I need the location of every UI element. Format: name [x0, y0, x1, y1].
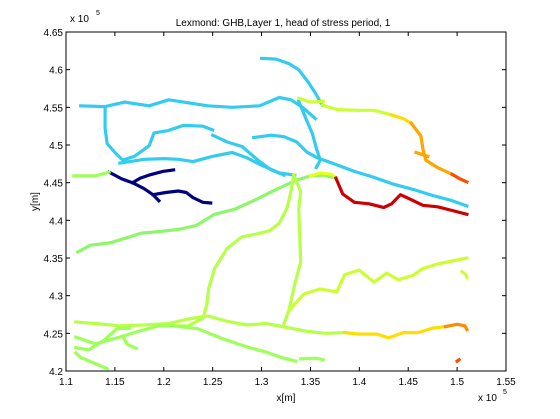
x-axis-label: x[m] [277, 393, 296, 404]
river-segment-30 [389, 112, 414, 126]
river-segment-10 [72, 170, 111, 178]
y-exponent-base: x 10 [70, 14, 89, 25]
y-tick-label: 4.65 [44, 28, 64, 39]
river-segment-7 [106, 169, 162, 203]
x-exponent-base: x 10 [478, 393, 497, 404]
river-segment-2 [117, 150, 297, 177]
x-tick-label: 1.35 [301, 377, 321, 388]
river-segment-31 [408, 120, 455, 177]
x-tick-label: 1.25 [203, 377, 223, 388]
x-tick-label: 1.2 [157, 377, 171, 388]
river-segment-3 [259, 56, 325, 108]
series-layer [72, 56, 470, 371]
river-segment-13 [281, 173, 303, 326]
x-tick-label: 1.4 [352, 377, 366, 388]
y-tick-label: 4.55 [44, 103, 64, 114]
river-segment-28 [320, 103, 394, 117]
y-exponent-power: 5 [96, 10, 100, 17]
x-exponent-power: 5 [503, 389, 507, 396]
river-segment-18 [73, 324, 176, 346]
y-tick-label: 4.5 [49, 141, 63, 152]
river-segment-27 [333, 175, 469, 217]
x-tick-label: 1.3 [255, 377, 269, 388]
river-segment-17 [74, 314, 347, 335]
river-segment-19 [73, 326, 132, 352]
river-segment-21 [73, 350, 110, 371]
river-segment-25 [443, 322, 470, 332]
x-axis-exponent: x 10 5 [478, 389, 507, 404]
plot-area [65, 31, 507, 372]
river-segment-5 [296, 99, 322, 170]
y-axis-label: y[m] [30, 192, 41, 211]
y-tick-label: 4.45 [44, 179, 64, 190]
x-tick-label: 1.45 [398, 377, 418, 388]
river-segment-4 [251, 133, 469, 209]
y-tick-label: 4.6 [49, 66, 63, 77]
x-tick-label: 1.15 [105, 377, 125, 388]
river-segment-24 [342, 324, 448, 340]
x-tick-label: 1.55 [496, 377, 516, 388]
y-tick-label: 4.2 [49, 367, 63, 378]
river-segment-6 [210, 133, 287, 178]
ticks-layer: 1.1 1.15 1.2 1.25 1.3 1.35 1.4 1.45 1.5 1.55 4.2 4.… [44, 28, 517, 388]
river-segment-16 [308, 171, 339, 181]
river-segment-26 [454, 357, 462, 364]
y-axis-exponent: x 10 5 [70, 10, 100, 25]
river-segment-0 [79, 95, 318, 121]
river-segment-33 [413, 150, 430, 159]
river-segment-9 [151, 189, 213, 205]
river-segment-22 [299, 356, 326, 362]
y-tick-label: 4.25 [44, 329, 64, 340]
river-segment-23 [120, 334, 139, 351]
y-tick-label: 4.4 [49, 216, 63, 227]
river-segment-11 [75, 173, 338, 255]
river-segment-14 [286, 256, 469, 313]
river-segment-8 [130, 168, 176, 185]
river-segment-29 [296, 96, 325, 104]
chart-title: Lexmond: GHB,Layer 1, head of stress per… [176, 18, 391, 29]
y-tick-label: 4.3 [49, 292, 63, 303]
x-tick-label: 1.1 [59, 377, 73, 388]
river-segment-20 [171, 324, 298, 364]
river-segment-32 [450, 172, 470, 185]
x-tick-label: 1.5 [450, 377, 464, 388]
river-segment-15 [459, 269, 469, 280]
river-segment-1 [103, 104, 215, 162]
y-tick-label: 4.35 [44, 254, 64, 265]
